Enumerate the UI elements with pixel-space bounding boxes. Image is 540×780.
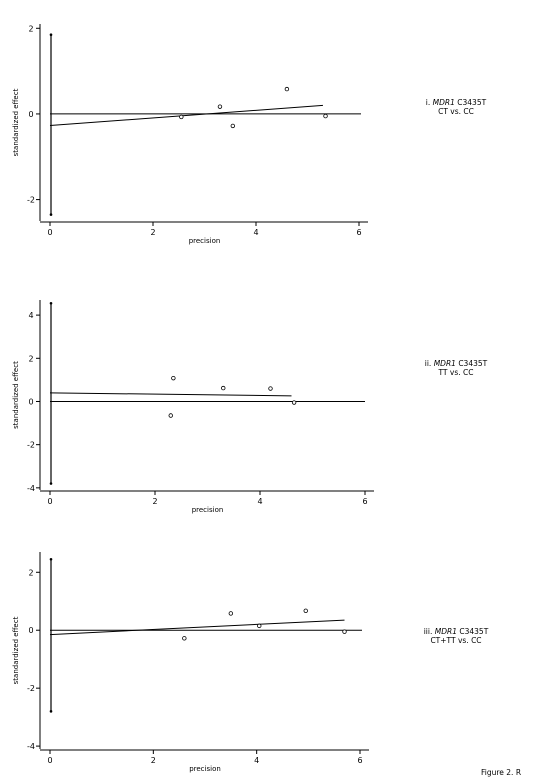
y-tick-label: -4 bbox=[27, 484, 35, 493]
y-axis-title: standardized effect bbox=[12, 88, 20, 156]
data-point bbox=[303, 608, 308, 614]
panel-title-part: i. bbox=[426, 98, 433, 107]
data-point bbox=[217, 104, 223, 109]
panel-title: i. MDR1 C3435T bbox=[426, 98, 487, 107]
data-point bbox=[221, 385, 226, 391]
panel-subtitle: TT vs. CC bbox=[437, 368, 473, 377]
data-point bbox=[182, 636, 187, 641]
x-tick-label: 6 bbox=[356, 228, 361, 237]
panel-i-ct-vs-cc: -2 0 2 0 2 4 6 precision standardized effect i. M… bbox=[12, 24, 487, 245]
data-point bbox=[171, 375, 176, 381]
panel-subtitle: CT+TT vs. CC bbox=[430, 636, 481, 645]
x-tick-label: 2 bbox=[150, 228, 155, 237]
ci-bar-upper-end bbox=[49, 557, 53, 561]
panel-subtitle: CT vs. CC bbox=[438, 107, 474, 116]
regression-line bbox=[49, 104, 323, 126]
y-tick-label: 0 bbox=[28, 626, 33, 635]
ci-bar-upper-end bbox=[49, 33, 53, 37]
data-point bbox=[323, 113, 328, 119]
y-tick-label: 0 bbox=[28, 110, 33, 119]
data-point bbox=[291, 400, 297, 405]
panel-title: iii. MDR1 C3435T bbox=[424, 627, 489, 636]
x-axis-title: precision bbox=[189, 237, 221, 245]
y-tick-label: 2 bbox=[28, 354, 33, 363]
y-tick-label: -2 bbox=[27, 196, 35, 205]
y-axis-title: standardized effect bbox=[12, 616, 20, 684]
data-point bbox=[179, 114, 184, 120]
x-tick-label: 4 bbox=[253, 228, 258, 237]
panel-title-part: C3435T bbox=[456, 359, 488, 368]
data-point bbox=[342, 629, 347, 634]
y-tick-label: 0 bbox=[28, 397, 33, 406]
panel-title-part: C3435T bbox=[455, 98, 487, 107]
panel-title-part: ii. bbox=[425, 359, 434, 368]
panel-title: ii. MDR1 C3435T bbox=[425, 359, 488, 368]
ci-bar-lower-end bbox=[49, 710, 53, 713]
ci-bar-lower-end bbox=[49, 213, 53, 216]
x-tick-label: 6 bbox=[362, 497, 367, 506]
y-tick-label: 4 bbox=[28, 311, 33, 320]
ci-bar-upper-end bbox=[49, 301, 53, 305]
x-tick-label: 0 bbox=[47, 497, 52, 506]
x-tick-label: 2 bbox=[152, 497, 157, 506]
panel-title-part: MDR1 bbox=[435, 627, 457, 636]
panel-title-part: iii. bbox=[424, 627, 435, 636]
regression-line bbox=[49, 392, 292, 397]
data-point bbox=[257, 623, 262, 629]
x-axis-title: precision bbox=[192, 506, 224, 514]
y-tick-label: 2 bbox=[28, 568, 33, 577]
data-point bbox=[168, 413, 173, 418]
data-point bbox=[228, 611, 234, 616]
data-point bbox=[268, 386, 273, 391]
x-tick-label: 0 bbox=[47, 756, 52, 765]
x-tick-label: 6 bbox=[357, 756, 362, 765]
y-tick-label: 2 bbox=[28, 24, 33, 33]
y-tick-label: -2 bbox=[27, 441, 35, 450]
regression-line bbox=[49, 619, 345, 636]
y-tick-label: -2 bbox=[27, 684, 35, 693]
data-point bbox=[284, 86, 290, 92]
x-tick-label: 2 bbox=[151, 756, 156, 765]
x-tick-label: 4 bbox=[257, 497, 262, 506]
ci-bar-lower-end bbox=[49, 482, 53, 485]
panel-ii-tt-vs-cc: -4 -2 0 2 4 0 2 4 6 precision standardized effect i… bbox=[12, 300, 488, 514]
y-axis-title: standardized effect bbox=[12, 361, 20, 429]
panel-title-part: C3435T bbox=[457, 627, 489, 636]
figure-label: Figure 2. R bbox=[481, 768, 522, 777]
x-tick-label: 4 bbox=[254, 756, 259, 765]
x-axis-title: precision bbox=[189, 765, 221, 773]
x-tick-label: 0 bbox=[47, 228, 52, 237]
y-tick-label: -4 bbox=[27, 742, 35, 751]
panel-title-part: MDR1 bbox=[434, 359, 456, 368]
data-point bbox=[230, 123, 236, 129]
panel-iii-cttt-vs-cc: -4 -2 0 2 0 2 4 6 precision standardized effect ii… bbox=[12, 552, 489, 773]
panel-title-part: MDR1 bbox=[433, 98, 455, 107]
